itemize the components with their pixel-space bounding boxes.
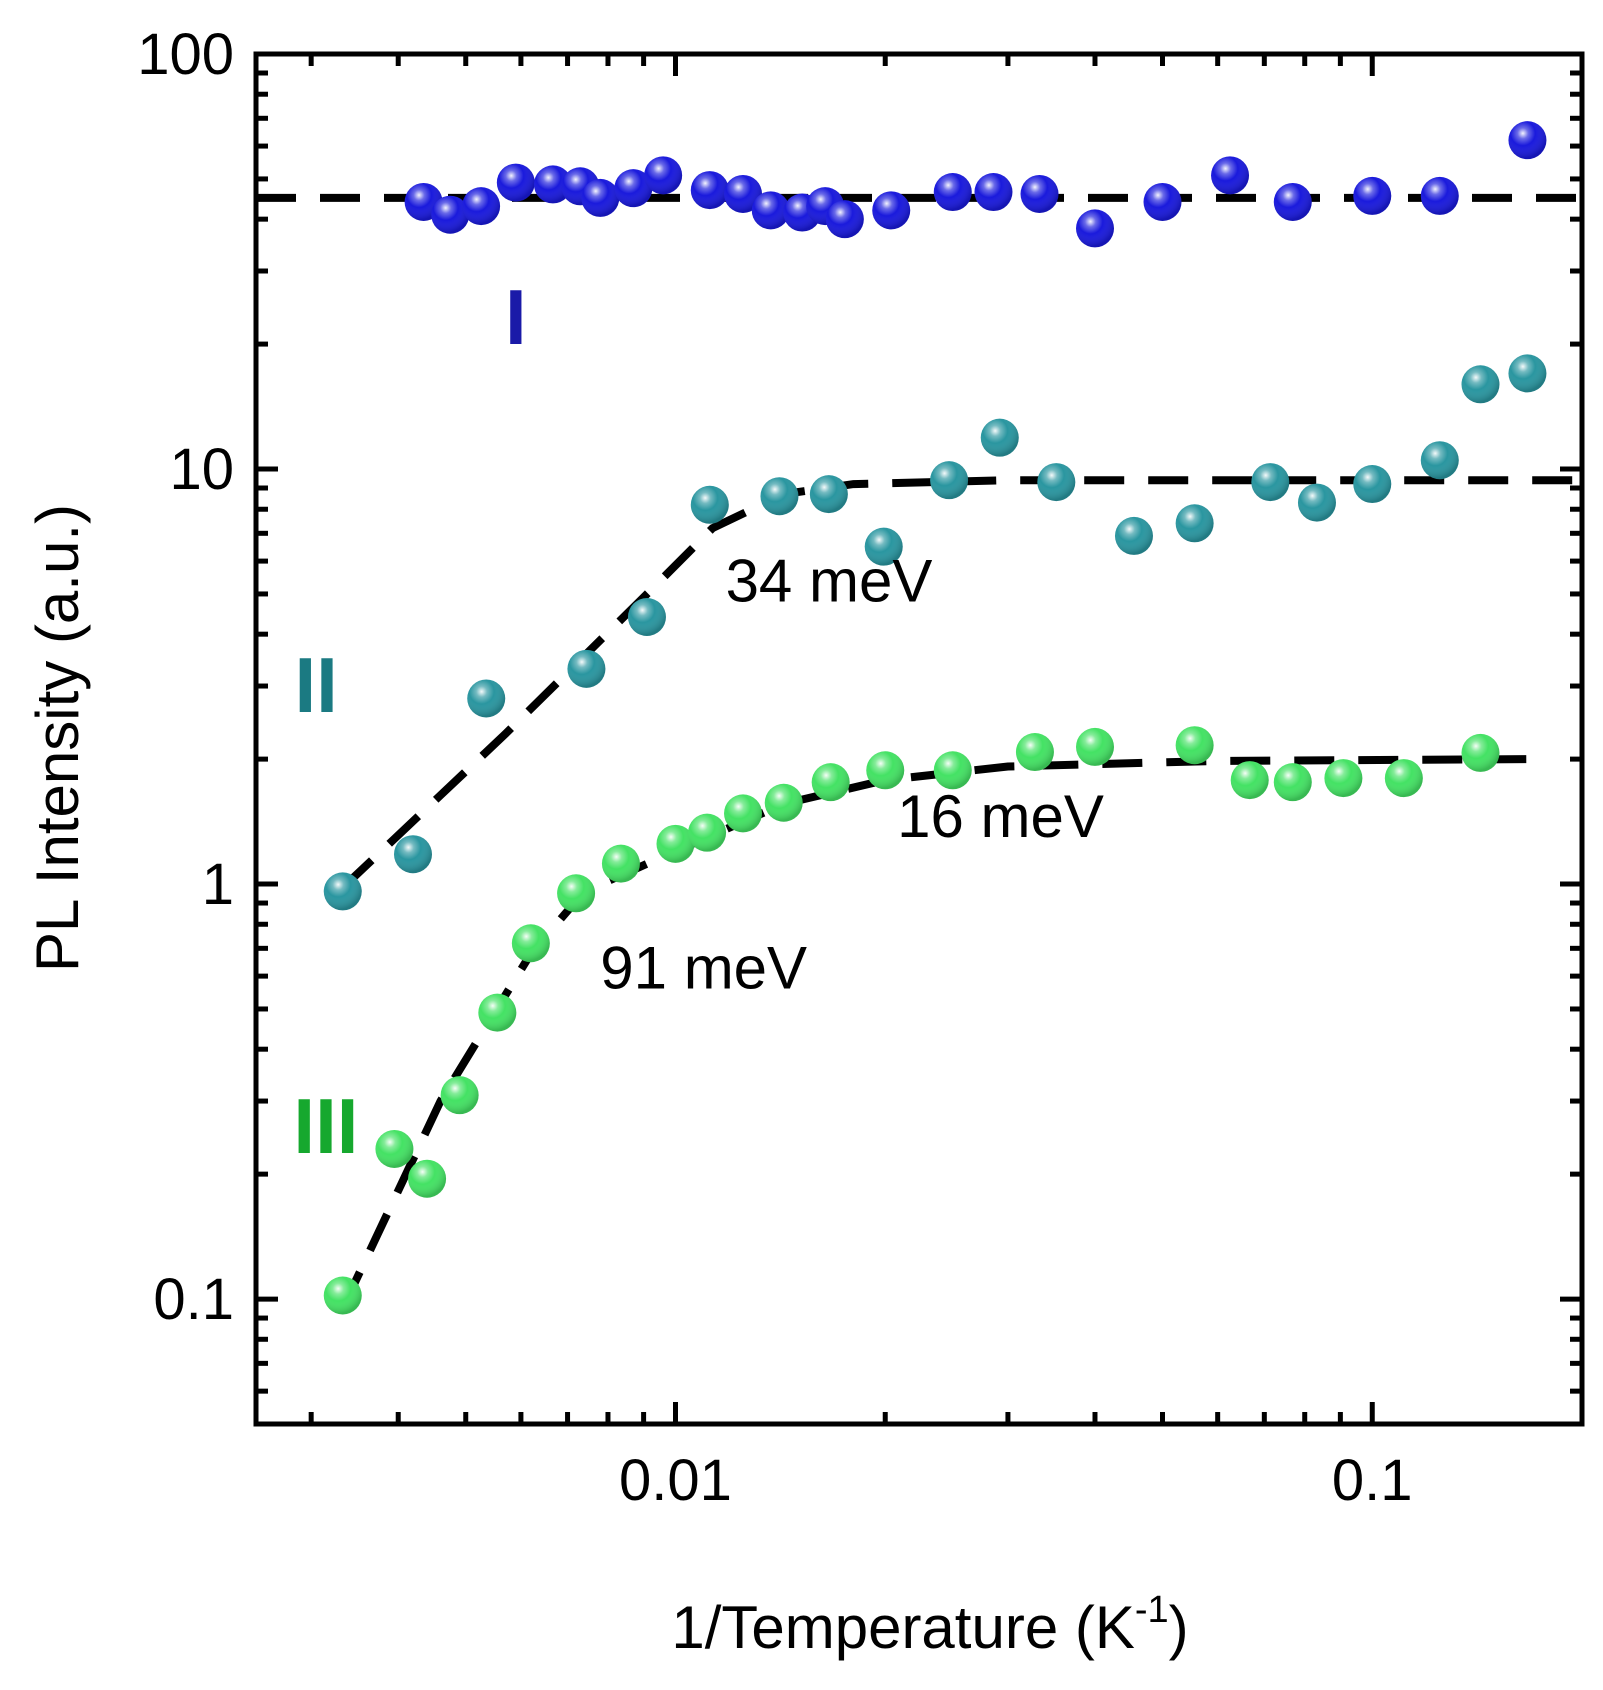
i-point-16 xyxy=(933,173,972,212)
series-label-i: I xyxy=(505,273,527,361)
i-point-8 xyxy=(644,156,683,195)
x-tick-label: 0.1 xyxy=(1332,1448,1413,1513)
iii-point-6 xyxy=(557,874,596,913)
i-point-10 xyxy=(724,174,763,213)
plot-frame xyxy=(253,51,1585,1427)
iii-point-2 xyxy=(408,1159,447,1198)
iii-point-7 xyxy=(601,844,640,883)
chart-text: PL Intensity (a.u.) 1/Temperature (K-1) … xyxy=(24,22,1413,1661)
i-point-21 xyxy=(1211,156,1250,195)
i-point-18 xyxy=(1020,174,1059,213)
ii-point-15 xyxy=(1297,483,1336,522)
data-points xyxy=(323,121,1547,1315)
i-point-3 xyxy=(496,163,535,202)
ii-point-16 xyxy=(1353,465,1392,504)
i-point-19 xyxy=(1075,209,1114,248)
iii-point-3 xyxy=(440,1076,479,1115)
iii-point-18 xyxy=(1230,761,1269,800)
iii-point-8 xyxy=(656,824,695,863)
i-point-14 xyxy=(825,200,864,239)
y-tick-label: 1 xyxy=(202,852,234,917)
iii-point-4 xyxy=(478,993,517,1032)
i-point-15 xyxy=(872,191,911,230)
axes xyxy=(253,51,1585,1427)
y-tick-label: 10 xyxy=(169,437,234,502)
i-point-25 xyxy=(1508,121,1547,160)
ii-point-7 xyxy=(809,475,848,514)
ii-point-13 xyxy=(1175,504,1214,543)
iii-point-16 xyxy=(1075,727,1114,766)
i-point-6 xyxy=(581,178,620,217)
ii-point-17 xyxy=(1420,441,1459,480)
i-point-22 xyxy=(1273,182,1312,221)
i-point-2 xyxy=(462,187,501,226)
annotation-16-mev: 16 meV xyxy=(897,783,1104,850)
iii-point-21 xyxy=(1384,759,1423,798)
ii-point-5 xyxy=(690,485,729,524)
iii-point-1 xyxy=(375,1129,414,1168)
fit-II-line xyxy=(339,476,1582,891)
i-point-24 xyxy=(1420,176,1459,215)
ii-point-10 xyxy=(980,418,1019,457)
annotation-91-mev: 91 meV xyxy=(600,935,807,1002)
x-axis-title: 1/Temperature (K-1) xyxy=(671,1589,1188,1661)
series-label-ii: II xyxy=(295,641,338,729)
iii-point-15 xyxy=(1015,733,1054,772)
iii-point-10 xyxy=(724,794,763,833)
iii-point-14 xyxy=(933,751,972,790)
ii-point-12 xyxy=(1114,516,1153,555)
fit-III-line xyxy=(339,755,1528,1311)
iii-point-9 xyxy=(688,813,727,852)
iii-point-22 xyxy=(1461,733,1500,772)
ii-point-6 xyxy=(760,477,799,516)
iii-point-19 xyxy=(1273,763,1312,802)
ii-point-3 xyxy=(567,649,606,688)
iii-point-11 xyxy=(764,783,803,822)
ii-point-2 xyxy=(467,679,506,718)
y-tick-label: 100 xyxy=(137,22,234,87)
i-point-1 xyxy=(431,195,470,234)
i-point-20 xyxy=(1143,182,1182,221)
iii-point-17 xyxy=(1175,726,1214,765)
i-point-17 xyxy=(974,173,1013,212)
y-tick-label: 0.1 xyxy=(153,1267,234,1332)
iii-point-13 xyxy=(866,751,905,790)
iii-point-12 xyxy=(811,763,850,802)
ii-point-11 xyxy=(1037,463,1076,502)
ii-point-1 xyxy=(393,835,432,874)
ii-point-19 xyxy=(1508,354,1547,393)
iii-point-20 xyxy=(1324,759,1363,798)
i-point-4 xyxy=(533,165,572,204)
x-tick-label: 0.01 xyxy=(619,1448,732,1513)
iii-point-0 xyxy=(323,1276,362,1315)
series-label-iii: III xyxy=(293,1082,358,1170)
i-point-9 xyxy=(690,171,729,210)
ii-point-0 xyxy=(323,872,362,911)
annotation-34-mev: 34 meV xyxy=(726,547,933,614)
ii-point-18 xyxy=(1461,365,1500,404)
i-point-23 xyxy=(1353,176,1392,215)
ii-point-14 xyxy=(1251,463,1290,502)
ii-point-4 xyxy=(627,597,666,636)
i-point-11 xyxy=(751,191,790,230)
y-axis-title: PL Intensity (a.u.) xyxy=(24,504,91,972)
ii-point-8 xyxy=(864,527,903,566)
i-point-7 xyxy=(614,169,653,208)
x-axis-title-superscript: -1 xyxy=(1135,1589,1169,1631)
ii-point-9 xyxy=(930,461,969,500)
fit-lines xyxy=(256,193,1582,1311)
iii-point-5 xyxy=(511,924,550,963)
